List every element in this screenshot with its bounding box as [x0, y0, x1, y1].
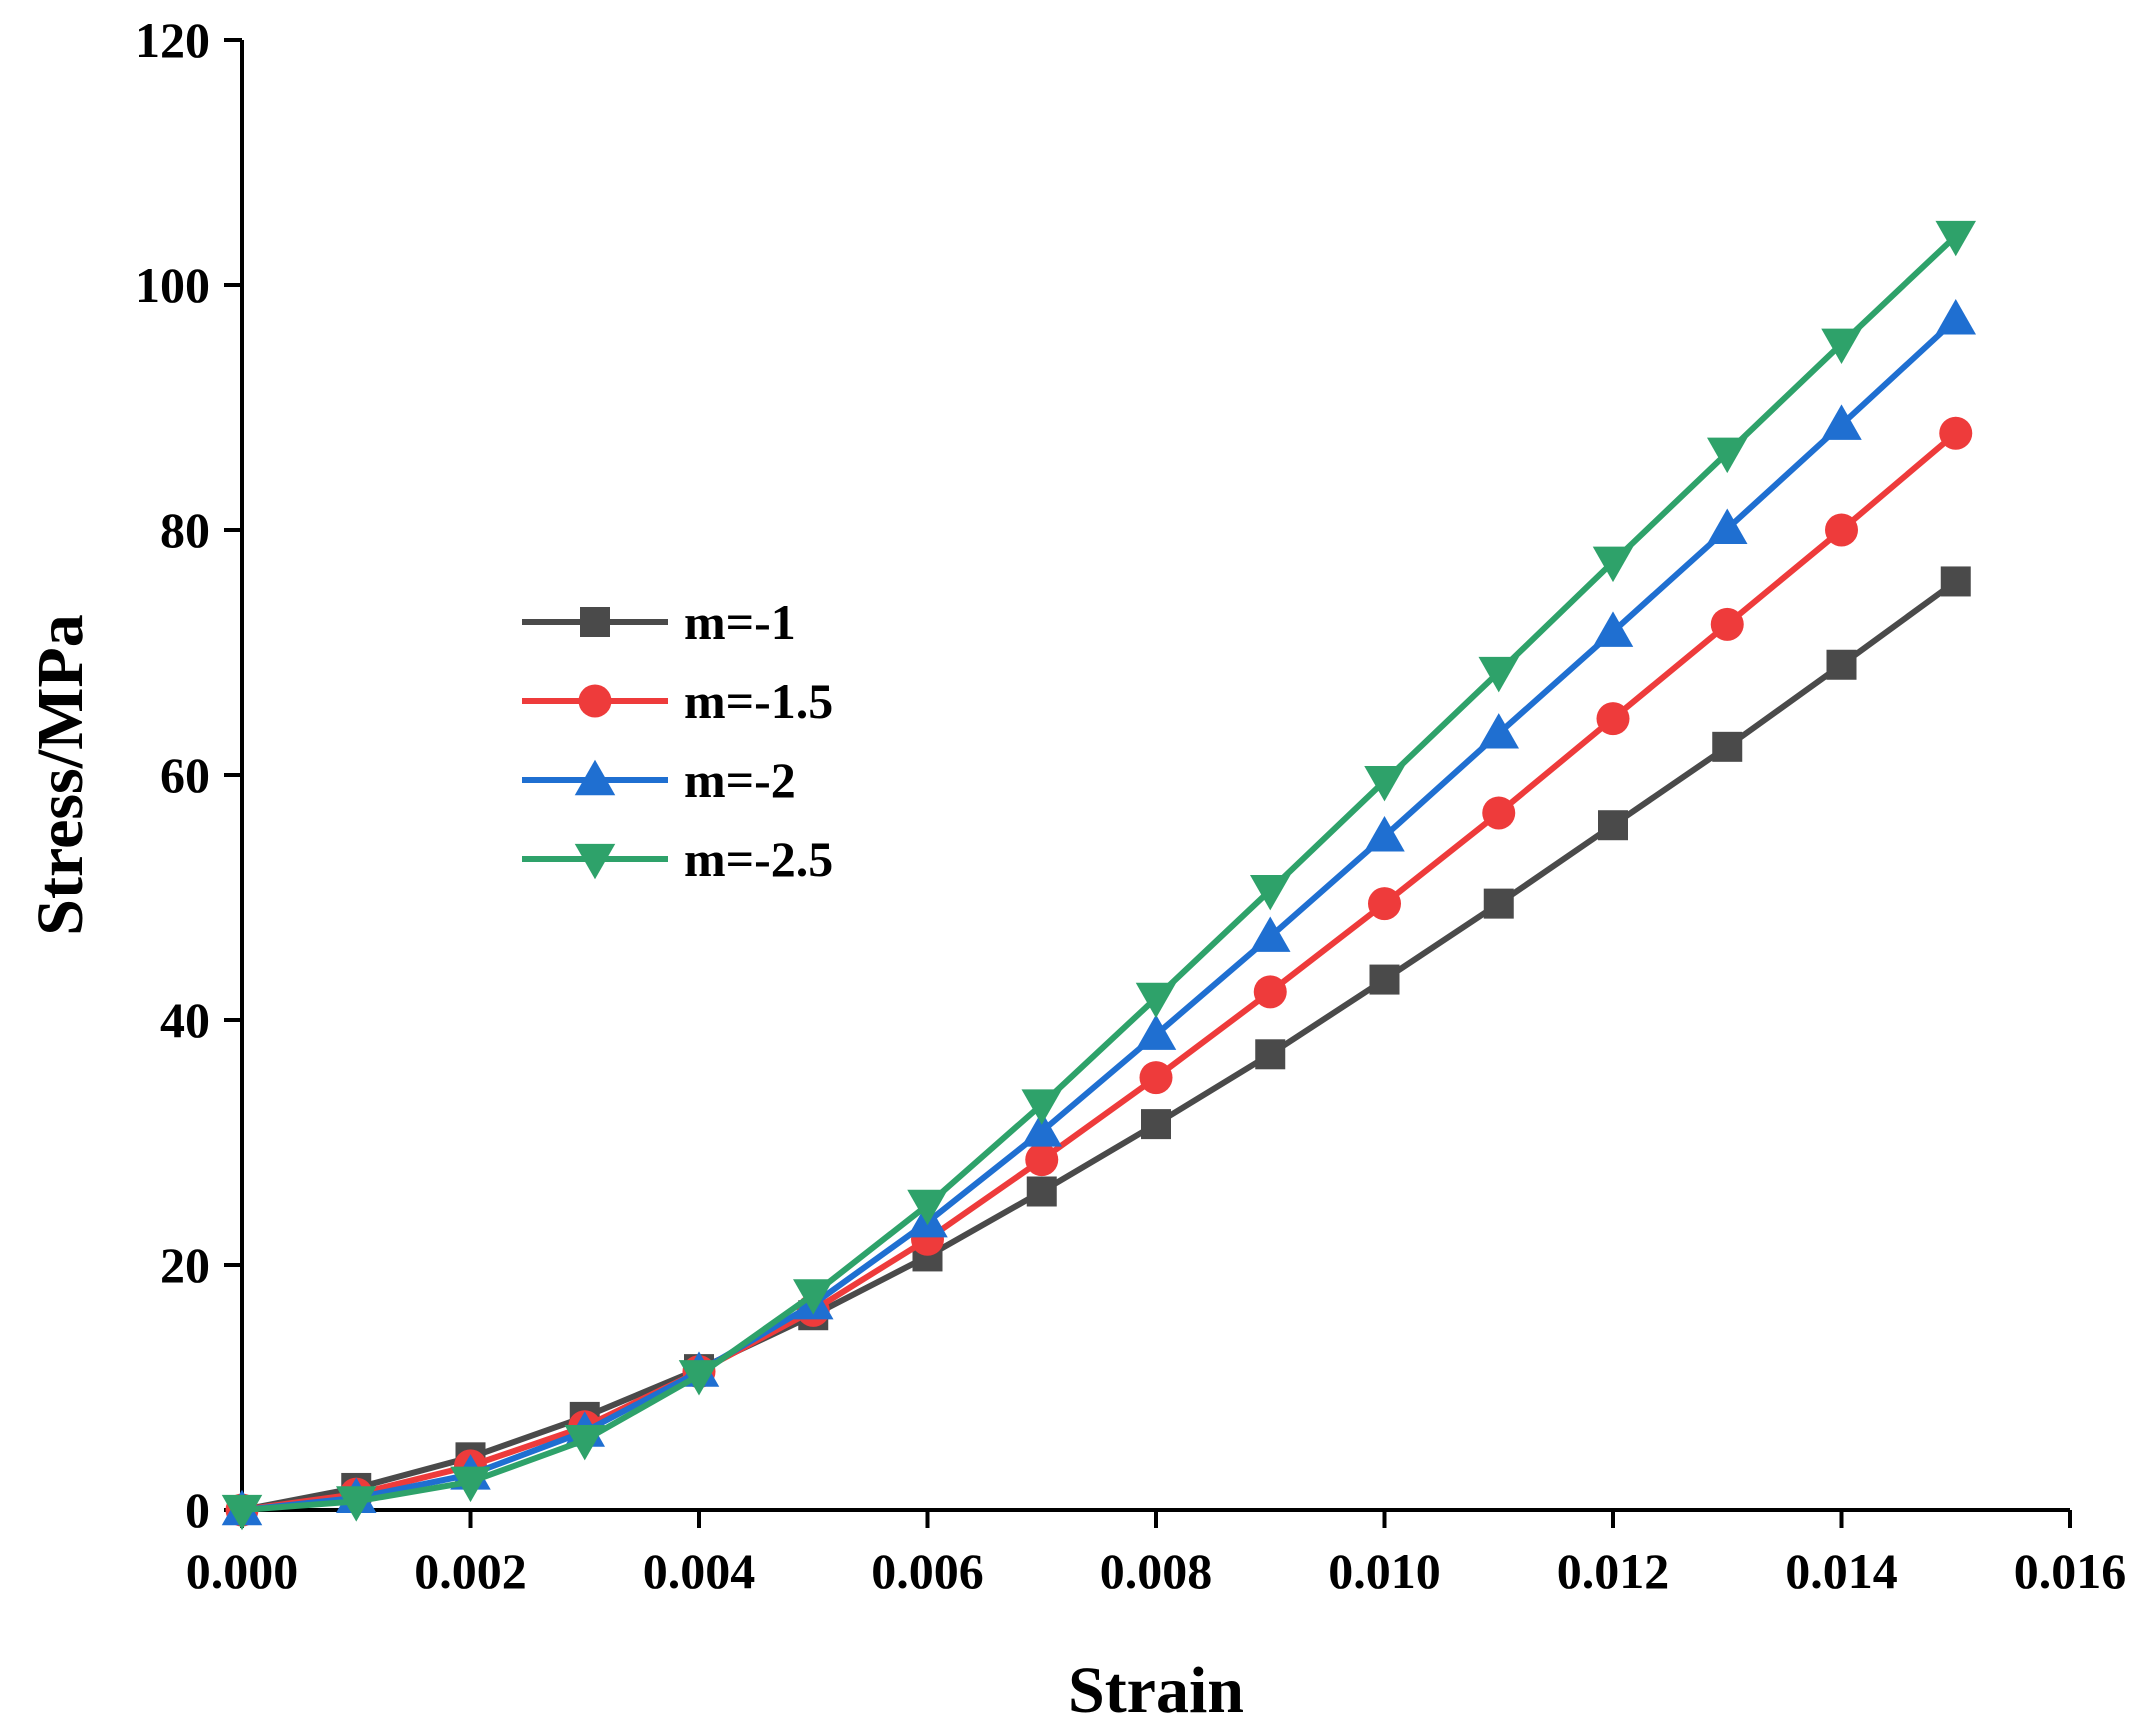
- data-point: [1025, 1143, 1059, 1177]
- data-point: [1368, 887, 1401, 921]
- data-point: [1707, 437, 1748, 474]
- legend-label: m=-1: [684, 594, 796, 650]
- data-point: [793, 1279, 834, 1315]
- series-2: [221, 299, 1976, 1526]
- series-1: [225, 416, 1973, 1527]
- data-point: [1935, 299, 1976, 335]
- data-point: [1592, 611, 1634, 647]
- data-point: [1826, 649, 1857, 680]
- data-point: [1707, 508, 1748, 544]
- data-point: [1135, 982, 1177, 1019]
- y-tick-label: 100: [135, 257, 210, 313]
- data-point: [1482, 796, 1516, 830]
- x-axis-title: Strain: [1068, 1654, 1244, 1727]
- legend: m=-1 m=-1.5 m=-2 m=-2.5: [522, 594, 833, 887]
- data-point: [336, 1486, 377, 1522]
- data-point: [1592, 546, 1634, 583]
- y-tick-label: 0: [185, 1482, 210, 1538]
- legend-marker: [580, 607, 610, 637]
- data-point: [221, 1494, 263, 1531]
- series-line: [241, 317, 1958, 1513]
- data-point: [1596, 702, 1630, 736]
- data-point: [1825, 513, 1858, 547]
- data-point: [450, 1466, 491, 1503]
- data-point: [1939, 416, 1973, 450]
- x-tick-label: 0.006: [871, 1543, 984, 1599]
- series-line: [241, 430, 1958, 1513]
- x-tick-label: 0.014: [1785, 1543, 1898, 1599]
- legend-label: m=-1.5: [684, 673, 833, 729]
- legend-label: m=-2: [684, 752, 796, 808]
- data-point: [1139, 1061, 1173, 1095]
- y-tick-label: 120: [135, 12, 210, 68]
- data-point: [1250, 916, 1291, 952]
- data-point: [1250, 874, 1291, 911]
- data-point: [1364, 816, 1405, 852]
- legend-item: m=-1: [522, 594, 796, 650]
- legend-marker: [574, 843, 616, 880]
- y-tick-label: 80: [160, 502, 210, 558]
- data-point: [1478, 713, 1519, 749]
- legend-item: m=-2: [522, 752, 796, 808]
- data-point: [1026, 1176, 1057, 1207]
- data-point: [1940, 566, 1971, 597]
- series-0: [227, 566, 1971, 1525]
- y-axis-title: Stress/MPa: [24, 614, 97, 935]
- series-3: [221, 220, 1976, 1531]
- data-point: [1710, 607, 1744, 641]
- data-point: [1821, 328, 1862, 365]
- data-point: [678, 1360, 720, 1396]
- legend-label: m=-2.5: [684, 831, 833, 887]
- data-point: [1821, 404, 1862, 440]
- legend-item: m=-2.5: [522, 831, 833, 887]
- y-tick-label: 20: [160, 1237, 210, 1293]
- x-tick-label: 0.002: [414, 1543, 527, 1599]
- series-line: [241, 579, 1958, 1513]
- data-point: [1369, 964, 1400, 995]
- x-tick-label: 0.004: [643, 1543, 756, 1599]
- legend-marker: [578, 684, 612, 718]
- x-tick-label: 0.008: [1100, 1543, 1213, 1599]
- data-point: [1935, 220, 1976, 257]
- data-point: [564, 1424, 605, 1461]
- x-tick-label: 0.000: [186, 1543, 299, 1599]
- data-point: [1021, 1089, 1062, 1125]
- data-point: [1255, 1039, 1286, 1070]
- data-point: [1483, 888, 1514, 919]
- x-tick-label: 0.016: [2014, 1543, 2127, 1599]
- data-point: [1598, 810, 1628, 841]
- legend-item: m=-1.5: [522, 673, 833, 729]
- series-layer: [221, 220, 1976, 1531]
- data-point: [907, 1189, 948, 1226]
- data-point: [1364, 765, 1405, 802]
- axes: [240, 40, 2070, 1512]
- y-tick-label: 40: [160, 992, 210, 1048]
- data-point: [1253, 975, 1287, 1009]
- data-point: [1141, 1109, 1171, 1140]
- data-point: [1478, 656, 1519, 693]
- x-tick-label: 0.010: [1328, 1543, 1441, 1599]
- series-line: [241, 233, 1958, 1513]
- data-point: [1021, 1111, 1062, 1147]
- data-point: [1712, 731, 1743, 762]
- y-tick-label: 60: [160, 747, 210, 803]
- x-tick-label: 0.012: [1557, 1543, 1670, 1599]
- legend-marker: [574, 759, 616, 796]
- data-point: [1135, 1014, 1177, 1050]
- x-ticks: 0.000 0.002 0.004 0.006 0.008 0.010 0.012 0.014…: [186, 1510, 2127, 1599]
- y-ticks: 0 20 40 60 80 100 120: [135, 12, 242, 1538]
